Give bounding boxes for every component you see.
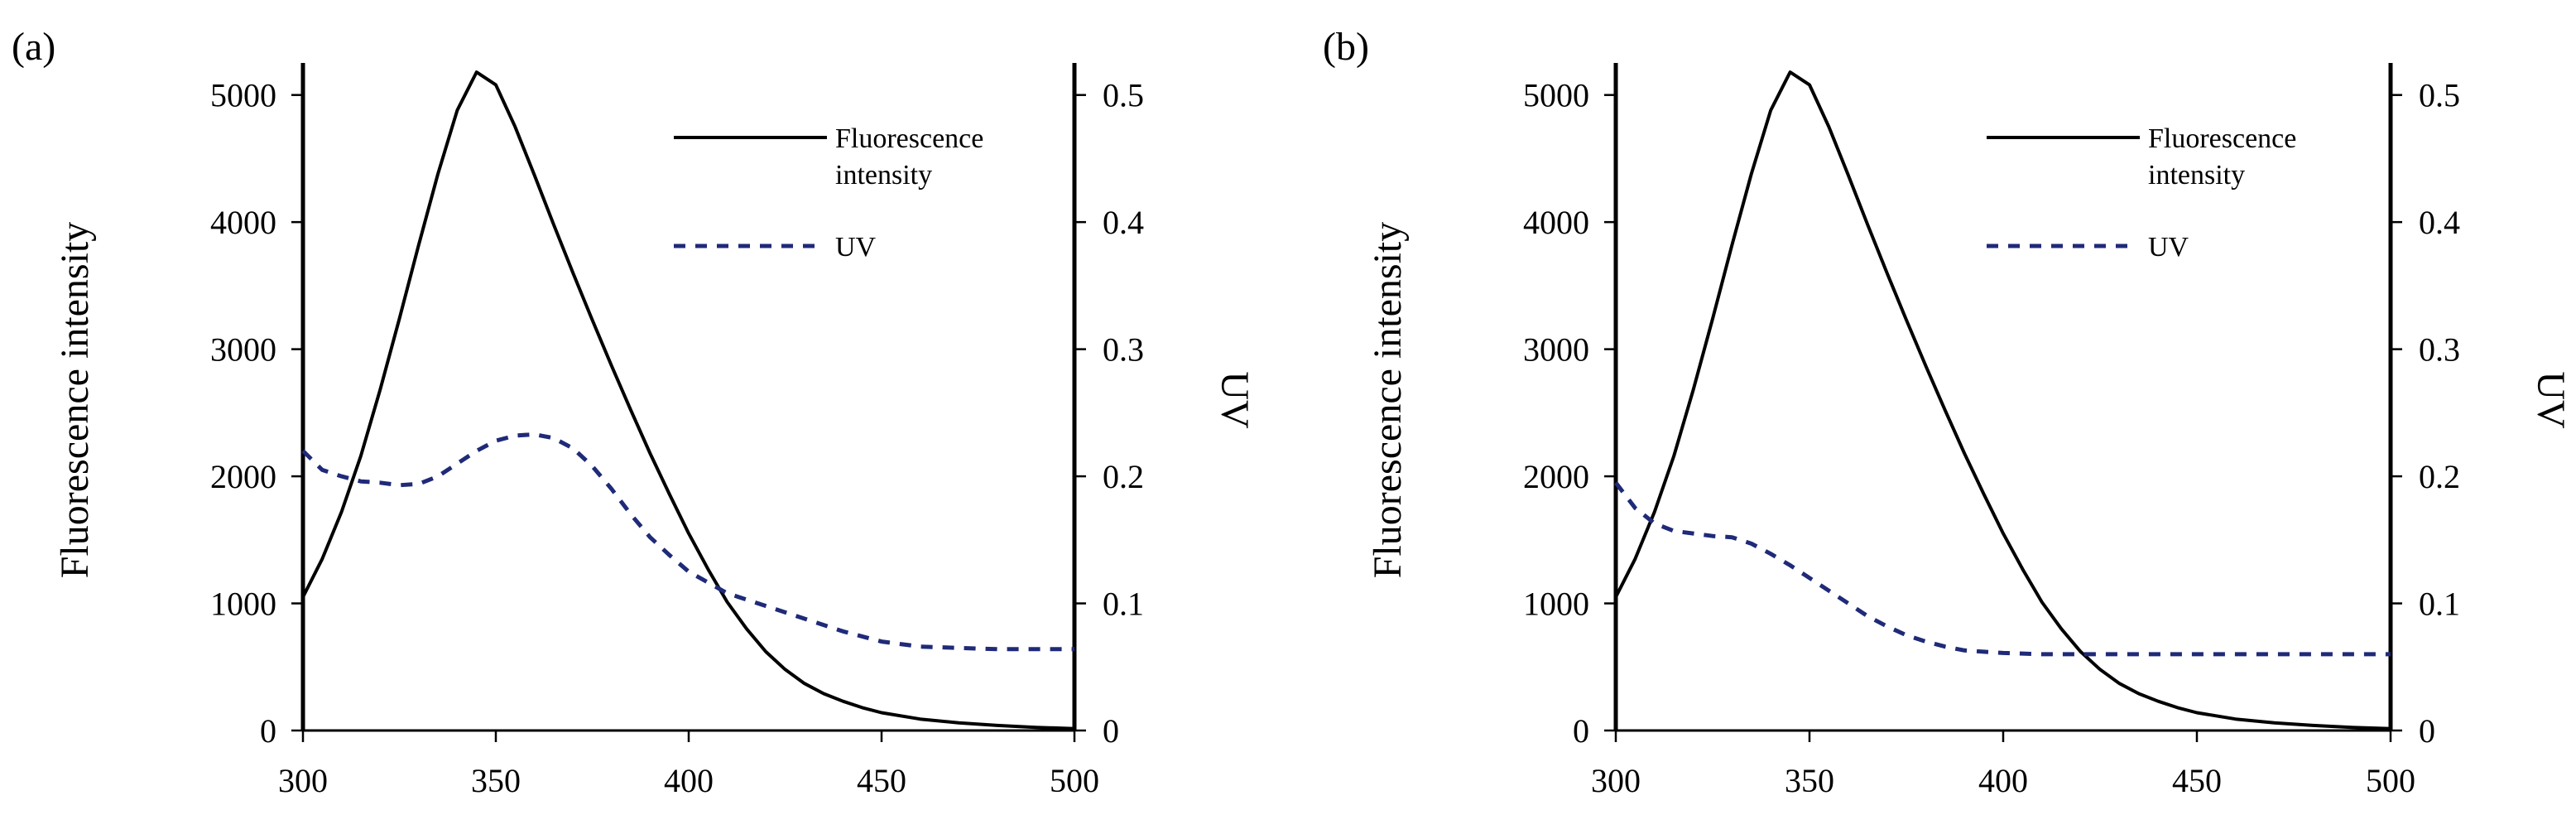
legend-fluorescence-label-line1: Fluorescence [835, 123, 983, 154]
right-y-tick-label: 0.4 [1103, 204, 1144, 241]
right-y-tick-label: 0.1 [2419, 586, 2460, 623]
left-y-tick-label: 5000 [210, 77, 276, 114]
left-y-axis-title: Fluorescence intensity [1366, 222, 1410, 579]
legend-fluorescence-label-line2: intensity [835, 160, 932, 190]
uv-series-line [301, 432, 1074, 652]
left-y-tick-label: 0 [260, 712, 276, 750]
right-y-axis-title: UV [1213, 371, 1257, 429]
panel-label: (b) [1323, 25, 1369, 69]
x-tick-label: 300 [278, 762, 328, 799]
legend-uv-label: UV [835, 232, 877, 263]
left-y-tick-label: 1000 [210, 586, 276, 623]
legend-fluorescence-label-line1: Fluorescence [2148, 123, 2296, 154]
right-y-tick-label: 0.3 [2419, 331, 2460, 369]
x-tick-label: 500 [1050, 762, 1099, 799]
x-tick-label: 300 [1591, 762, 1641, 799]
uv-series-line [1614, 481, 2391, 657]
right-y-tick-label: 0 [1103, 712, 1119, 750]
legend-fluorescence-label-line2: intensity [2148, 160, 2245, 190]
right-y-tick-label: 0.2 [2419, 458, 2460, 495]
x-tick-label: 350 [1785, 762, 1834, 799]
legend: Fluorescence intensity UV [1987, 123, 2296, 263]
right-y-tick-label: 0.5 [1103, 77, 1144, 114]
x-tick-label: 450 [2172, 762, 2222, 799]
left-y-tick-label: 1000 [1523, 586, 1589, 623]
left-y-tick-label: 0 [1573, 712, 1589, 750]
fluorescence-series-line [1614, 70, 2391, 731]
left-y-tick-label: 4000 [210, 204, 276, 241]
left-y-tick-label: 4000 [1523, 204, 1589, 241]
x-tick-label: 350 [471, 762, 521, 799]
left-y-tick-label: 3000 [210, 331, 276, 369]
left-y-tick-label: 3000 [1523, 331, 1589, 369]
fluorescence-series-line [301, 70, 1075, 731]
chart-panel-b: (b)300 350 400 450 5000100020003000400050000… [1323, 25, 2573, 799]
right-y-tick-label: 0.3 [1103, 331, 1144, 369]
panel-label: (a) [12, 25, 55, 69]
right-y-tick-label: 0.1 [1103, 586, 1144, 623]
x-tick-label: 400 [664, 762, 714, 799]
x-tick-label: 450 [857, 762, 906, 799]
left-y-axis-title: Fluorescence intensity [53, 222, 97, 579]
legend: Fluorescence intensity UV [674, 123, 983, 263]
chart-panel-a: (a)300 350 400 450 5000100020003000400050000… [12, 25, 1257, 799]
x-tick-label: 400 [1978, 762, 2028, 799]
right-y-tick-label: 0.4 [2419, 204, 2460, 241]
left-y-tick-label: 5000 [1523, 77, 1589, 114]
left-y-tick-label: 2000 [1523, 458, 1589, 495]
legend-uv-label: UV [2148, 232, 2189, 263]
right-y-axis-title: UV [2529, 371, 2573, 429]
x-tick-label: 500 [2366, 762, 2415, 799]
right-y-tick-label: 0.2 [1103, 458, 1144, 495]
left-y-tick-label: 2000 [210, 458, 276, 495]
right-y-tick-label: 0.5 [2419, 77, 2460, 114]
right-y-tick-label: 0 [2419, 712, 2435, 750]
